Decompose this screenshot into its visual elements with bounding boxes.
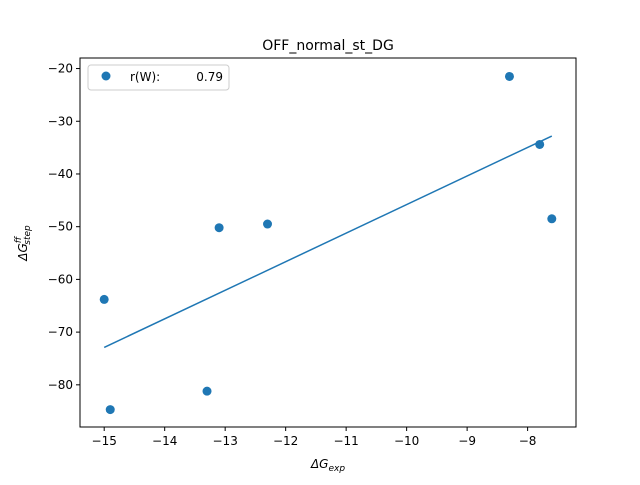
data-point (263, 219, 273, 229)
axes-frame (79, 57, 577, 428)
y-axis-label-base: ΔG (16, 243, 30, 262)
x-tick-label: −14 (152, 434, 177, 448)
y-axis-label-sub: step (23, 225, 33, 245)
y-tick-label: −70 (48, 325, 73, 339)
y-axis-label-sup: ff (14, 235, 24, 243)
legend-value: 0.79 (196, 70, 223, 84)
data-point (99, 294, 109, 304)
y-axis-label: ΔGffstep (14, 225, 33, 262)
chart-title: OFF_normal_st_DG (262, 38, 394, 54)
legend-box (87, 64, 230, 91)
data-point (535, 139, 545, 149)
y-tick-label: −40 (48, 167, 73, 181)
y-tick-label: −80 (48, 378, 73, 392)
x-tick-label: −8 (519, 434, 537, 448)
y-axis-ticks: −20 −30 −40 −50 −60 −70 −80 (48, 62, 80, 392)
y-tick-label: −60 (48, 272, 73, 286)
data-point (214, 223, 224, 233)
data-point (202, 386, 212, 396)
legend: r(W): 0.79 (87, 64, 230, 91)
x-axis-label-base: ΔG (310, 457, 329, 471)
x-tick-label: −15 (92, 434, 117, 448)
data-point (105, 405, 115, 415)
y-tick-label: −50 (48, 220, 73, 234)
y-tick-label: −20 (48, 62, 73, 76)
x-axis-label-sub: exp (328, 464, 345, 474)
x-axis-ticks: −15 −14 −13 −12 −11 −10 −9 −8 (92, 427, 537, 448)
y-tick-label: −30 (48, 114, 73, 128)
legend-marker (101, 71, 111, 81)
plot-area (99, 71, 557, 415)
regression-line (103, 135, 553, 349)
data-point (504, 71, 514, 81)
x-tick-label: −9 (458, 434, 476, 448)
data-point (547, 214, 557, 224)
x-axis-label: ΔGexp (310, 457, 345, 474)
x-tick-label: −11 (333, 434, 358, 448)
x-tick-label: −12 (273, 434, 298, 448)
x-tick-label: −13 (213, 434, 238, 448)
x-tick-label: −10 (394, 434, 419, 448)
legend-label: r(W): (130, 70, 160, 84)
